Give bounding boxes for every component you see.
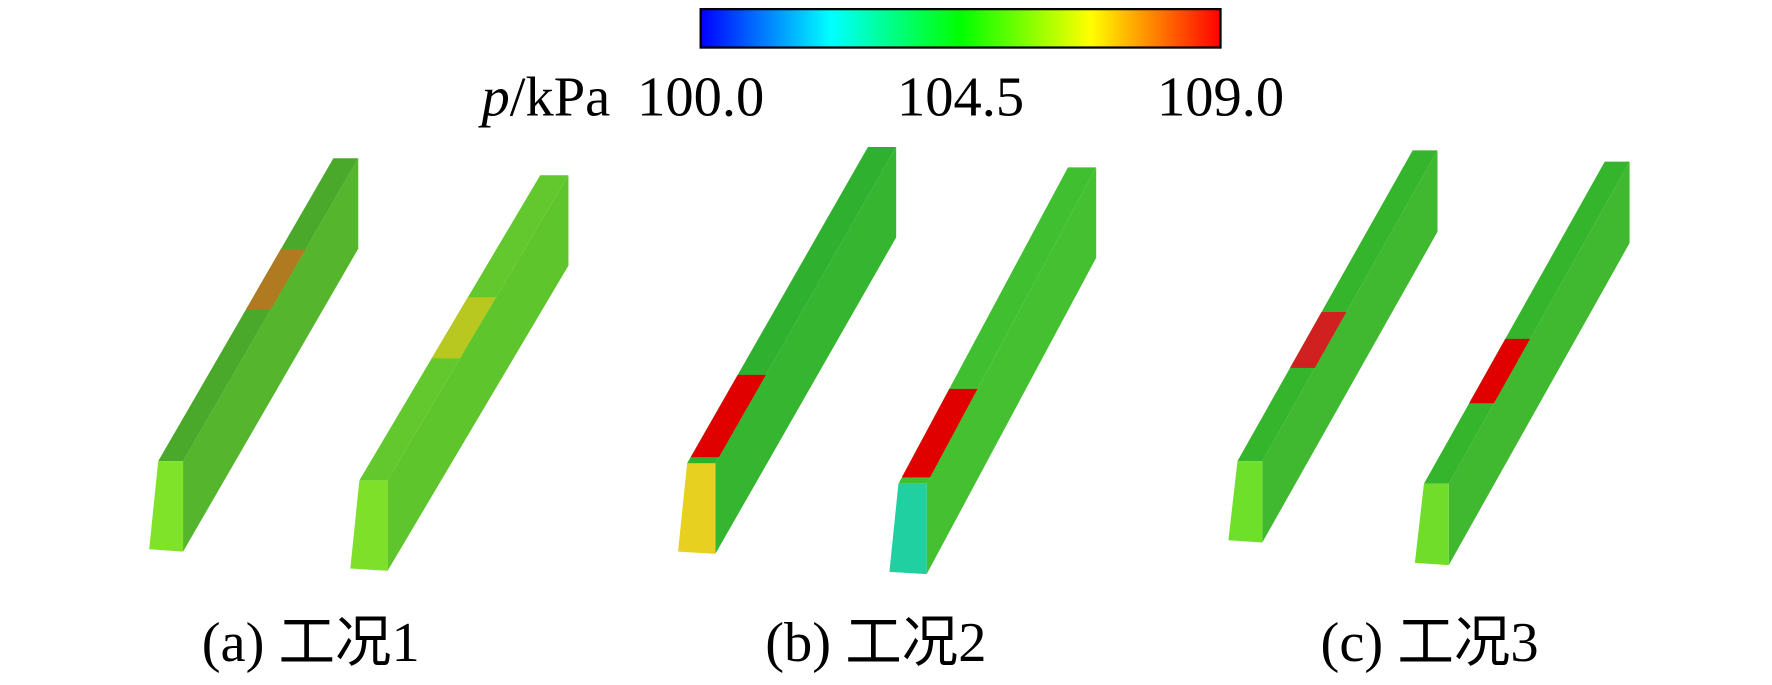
colorbar-label: p/kPa (478, 66, 611, 128)
beam-end (889, 483, 927, 575)
caption: (c) 工况3 (1321, 612, 1539, 674)
hot-spot (901, 388, 978, 478)
caption: (b) 工况2 (765, 612, 986, 674)
hot-spot (690, 374, 766, 458)
hot-spot (1469, 338, 1531, 404)
beams (149, 146, 1630, 575)
hot-spot (1290, 311, 1347, 368)
beam-side (926, 167, 1097, 575)
beam-end (1414, 483, 1449, 566)
beam-side (1448, 161, 1630, 566)
colorbar-tick: 100.0 (637, 66, 764, 128)
beam-end (350, 480, 388, 571)
variable: p (478, 66, 510, 128)
beam-end (1228, 461, 1263, 543)
beam-end (149, 461, 184, 552)
beam-end (678, 463, 716, 554)
beam-side (183, 158, 359, 552)
hot-spot (245, 249, 306, 310)
colorbar-tick: 109.0 (1157, 66, 1284, 128)
beam-top (1423, 161, 1630, 484)
unit: /kPa (510, 66, 610, 128)
caption: (a) 工况1 (202, 612, 420, 674)
colorbar (699, 7, 1222, 49)
beam-side (1262, 150, 1438, 543)
beam-side (387, 175, 569, 571)
beam-side (715, 146, 897, 554)
colorbar-tick: 104.5 (897, 66, 1024, 128)
beam-top (1237, 150, 1438, 462)
hot-spot (431, 297, 497, 359)
